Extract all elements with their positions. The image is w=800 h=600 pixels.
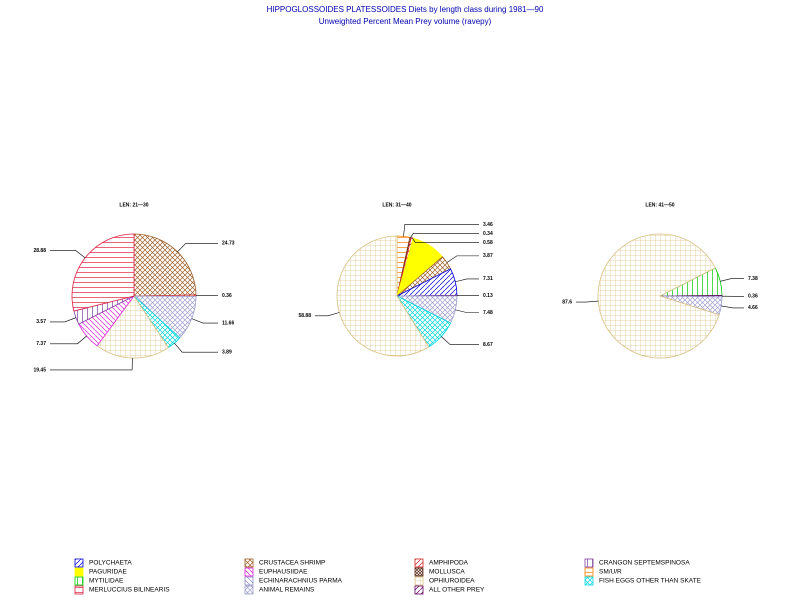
legend-label: MERLUCCIUS BILINEARIS	[89, 587, 170, 594]
legend-swatch	[74, 558, 84, 568]
leader-line	[403, 224, 479, 237]
legend-swatch	[74, 585, 84, 595]
leader-line	[720, 278, 744, 282]
pie-title: LEN: 21—30	[119, 202, 148, 208]
pie-title: LEN: 41—50	[645, 202, 674, 208]
data-label: 4.66	[748, 305, 758, 311]
legend-label: CRANGON SEPTEMSPINOSA	[599, 560, 690, 567]
pie-slice	[133, 233, 197, 297]
data-label: 0.34	[483, 231, 493, 237]
data-label: 0.36	[748, 294, 758, 300]
pie-slice	[597, 233, 720, 359]
legend-swatch	[584, 567, 594, 577]
legend-swatch	[584, 576, 594, 586]
legend-label: MYTILIDAE	[89, 578, 124, 585]
data-label: 3.46	[483, 222, 493, 228]
leader-line	[315, 312, 340, 317]
legend-label: POLYCHAETA	[89, 560, 132, 567]
data-label: 19.45	[33, 367, 46, 373]
chart-subtitle: Unweighted Percent Mean Prey volume (rav…	[319, 17, 492, 26]
legend-label: PAGURIDAE	[89, 569, 127, 576]
data-label: 3.57	[36, 319, 46, 325]
legend-swatch	[244, 567, 254, 577]
data-label: 7.31	[483, 276, 493, 282]
legend-label: AMPHIPODA	[429, 560, 469, 567]
leader-line	[576, 300, 599, 303]
legend-label: CRUSTACEA SHRIMP	[259, 560, 325, 567]
legend-swatch	[414, 576, 424, 586]
leader-line	[174, 342, 218, 353]
legend-swatch	[244, 576, 254, 586]
legend-swatch	[414, 585, 424, 595]
data-label: 7.37	[36, 341, 46, 347]
legend-swatch	[244, 585, 254, 595]
legend-label: OPHIUROIDEA	[429, 578, 475, 585]
legend-swatch	[74, 567, 84, 577]
leader-line	[721, 305, 744, 309]
leader-line	[50, 250, 86, 259]
legend-label: ECHINARACHNIUS PARMA	[259, 578, 343, 585]
data-label: 0.36	[222, 293, 232, 299]
chart-title: HIPPOGLOSSOIDES PLATESSOIDES Diets by le…	[267, 5, 544, 14]
legend-swatch	[74, 576, 84, 586]
data-label: 7.38	[748, 276, 758, 282]
data-label: 58.88	[298, 313, 311, 319]
leader-line	[412, 237, 479, 243]
pie-title: LEN: 31—40	[382, 202, 411, 208]
data-label: 7.48	[483, 310, 493, 316]
legend-swatch	[584, 558, 594, 568]
data-label: 3.89	[222, 350, 232, 356]
legend-swatch	[414, 567, 424, 577]
pie-slice	[336, 235, 430, 357]
data-label: 24.73	[222, 241, 235, 247]
data-label: 11.66	[222, 320, 234, 326]
leader-line	[191, 318, 218, 324]
data-label: 87.6	[562, 299, 572, 305]
leader-line	[455, 309, 479, 313]
leader-line	[410, 233, 479, 238]
legend-label: FISH EGGS OTHER THAN SKATE	[599, 578, 702, 585]
leader-line	[50, 357, 133, 371]
legend-label: EUPHAUSIIDAE	[259, 569, 308, 576]
legend-swatch	[414, 558, 424, 568]
leader-line	[50, 317, 77, 323]
leader-line	[455, 278, 479, 283]
legend-swatch	[244, 558, 254, 568]
leader-line	[446, 255, 479, 263]
legend-label: ALL OTHER PREY	[429, 587, 485, 594]
legend-label: SM/U/R	[599, 569, 622, 576]
leader-line	[50, 335, 87, 345]
leader-line	[441, 336, 479, 345]
data-label: 28.88	[33, 248, 46, 254]
data-label: 0.58	[483, 240, 493, 246]
data-label: 0.13	[483, 293, 493, 299]
leader-line	[177, 242, 218, 253]
legend-label: ANIMAL REMAINS	[259, 587, 315, 594]
legend-label: MOLLUSCA	[429, 569, 465, 576]
data-label: 3.87	[483, 253, 493, 259]
data-label: 8.67	[483, 342, 493, 348]
